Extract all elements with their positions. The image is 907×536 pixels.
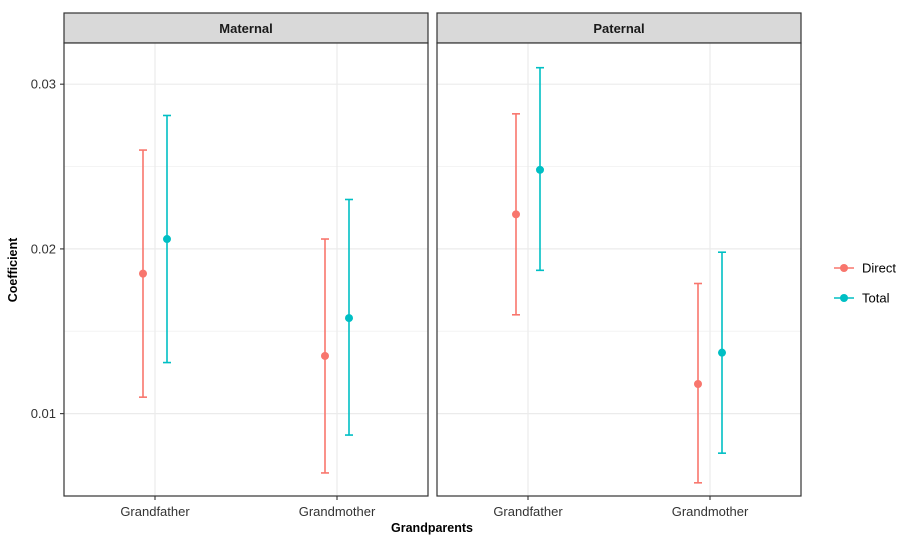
- panel-background: [64, 43, 428, 496]
- point-direct-grandfather: [512, 210, 520, 219]
- point-direct-grandmother: [321, 351, 329, 360]
- panel-border: [436, 42, 802, 497]
- y-tick-label: 0.01: [31, 406, 56, 421]
- y-tick-label: 0.03: [31, 77, 56, 92]
- panel-paternal: Paternal Grandfather Grandmother: [436, 12, 802, 519]
- y-tick-label: 0.02: [31, 241, 56, 256]
- legend-key-point: [840, 264, 848, 272]
- y-axis: 0.01 0.02 0.03: [31, 77, 64, 421]
- facet-strip: [436, 12, 802, 44]
- legend-label-total: Total: [862, 291, 890, 306]
- legend-label-direct: Direct: [862, 261, 896, 276]
- x-tick-label-grandfather: Grandfather: [493, 504, 563, 519]
- point-direct-grandfather: [139, 269, 147, 278]
- panel-background: [437, 43, 801, 496]
- panel-maternal: Maternal Grandfather Grandmother: [63, 12, 429, 519]
- legend-key-point: [840, 294, 848, 302]
- facet-label-maternal: Maternal: [219, 21, 272, 36]
- legend: Direct Total: [834, 261, 896, 306]
- point-total-grandmother: [345, 314, 353, 323]
- facet-strip: [63, 12, 429, 44]
- point-total-grandfather: [536, 165, 544, 174]
- x-axis-title: Grandparents: [391, 521, 473, 535]
- facet-label-paternal: Paternal: [593, 21, 644, 36]
- panel-border: [63, 42, 429, 497]
- point-total-grandfather: [163, 235, 171, 244]
- x-tick-label-grandmother: Grandmother: [299, 504, 376, 519]
- point-direct-grandmother: [694, 379, 702, 388]
- legend-item-direct: Direct: [834, 261, 896, 276]
- panels: Maternal Grandfather Grandmother Paternal Gr…: [63, 12, 802, 519]
- legend-item-total: Total: [834, 291, 890, 306]
- y-axis-title: Coefficient: [6, 237, 20, 302]
- x-tick-label-grandfather: Grandfather: [120, 504, 190, 519]
- point-total-grandmother: [718, 348, 726, 357]
- x-tick-label-grandmother: Grandmother: [672, 504, 749, 519]
